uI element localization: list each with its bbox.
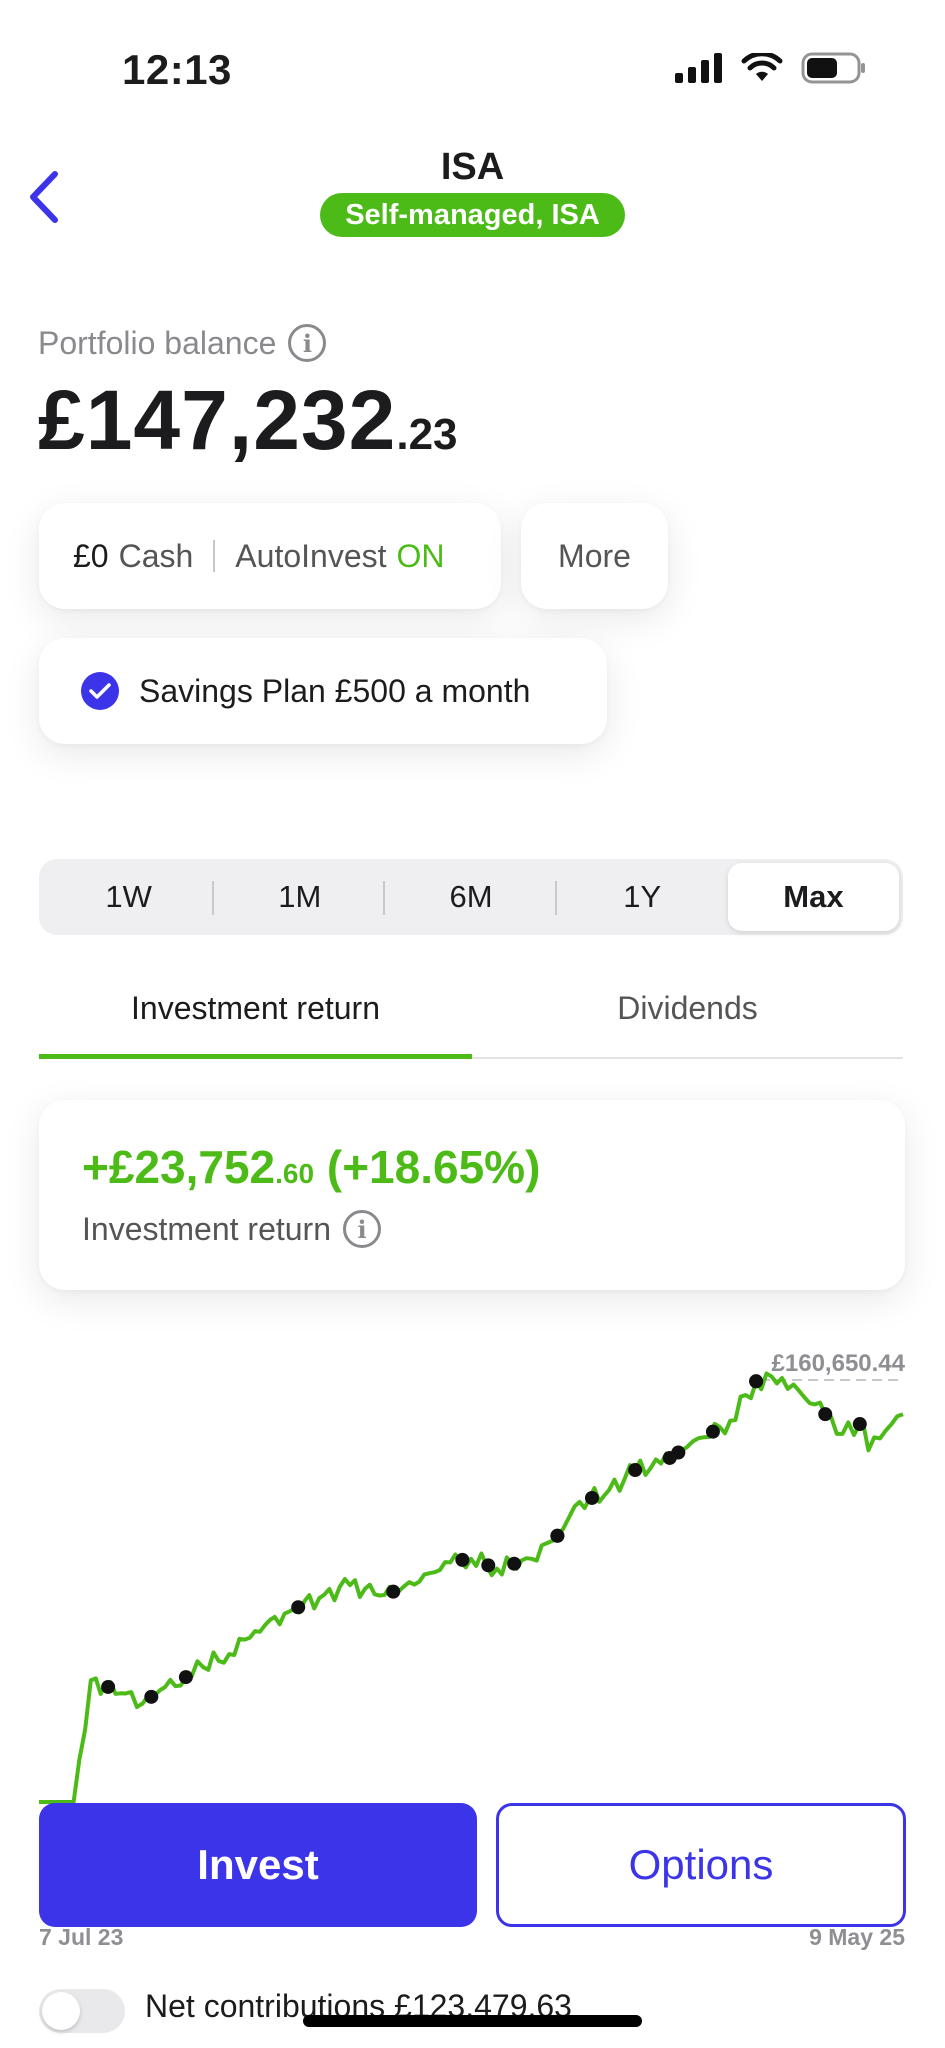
period-1m[interactable]: 1M	[214, 863, 386, 931]
chart-marker[interactable]	[144, 1689, 159, 1704]
return-value: +£23,752.60 (+18.65%)	[82, 1140, 905, 1194]
info-icon[interactable]: i	[343, 1210, 381, 1248]
tab-dividends[interactable]: Dividends	[617, 990, 758, 1026]
chart-marker[interactable]	[628, 1463, 643, 1478]
wifi-icon	[741, 53, 783, 81]
period-max[interactable]: Max	[727, 863, 900, 931]
chart-marker[interactable]	[749, 1374, 764, 1389]
chevron-left-icon	[30, 171, 58, 223]
cash-autoinvest-card[interactable]: £0 Cash AutoInvest ON	[39, 503, 501, 609]
status-icons	[675, 52, 867, 84]
portfolio-balance: £147,232.23	[38, 372, 458, 469]
toggle-knob	[42, 1992, 80, 2030]
signal-icon	[675, 53, 722, 83]
autoinvest-status: ON	[396, 537, 445, 574]
return-percent: (+18.65%)	[326, 1141, 541, 1193]
chart-x-start-label: 7 Jul 23	[39, 1924, 124, 1950]
chart-marker[interactable]	[481, 1558, 496, 1573]
chart-marker[interactable]	[291, 1600, 306, 1615]
savings-plan-card[interactable]: Savings Plan £500 a month	[39, 638, 607, 744]
chart-marker[interactable]	[178, 1670, 193, 1685]
balance-decimal: .23	[396, 410, 458, 459]
invest-button[interactable]: Invest	[39, 1803, 477, 1927]
chart-peak-label: £160,650.44	[771, 1350, 905, 1377]
tab-active-indicator	[39, 1054, 472, 1059]
period-1y[interactable]: 1Y	[623, 879, 662, 914]
period-selector: 1W 1M 6M 1Y Max	[39, 859, 903, 935]
performance-chart[interactable]	[0, 1340, 945, 1960]
balance-label: Portfolio balance	[38, 324, 277, 361]
home-indicator	[303, 2015, 642, 2027]
period-6m[interactable]: 6M	[385, 863, 557, 931]
options-button[interactable]: Options	[496, 1803, 906, 1927]
checkmark-icon	[81, 672, 119, 710]
period-1w[interactable]: 1W	[43, 863, 215, 931]
investment-return-card: +£23,752.60 (+18.65%) Investment return …	[39, 1100, 905, 1290]
back-button[interactable]	[14, 162, 74, 232]
chart-marker[interactable]	[705, 1424, 720, 1439]
divider	[213, 540, 216, 572]
tab-investment-return[interactable]: Investment return	[131, 990, 380, 1026]
return-label: Investment return	[82, 1210, 331, 1247]
return-decimal: .60	[275, 1158, 315, 1189]
autoinvest-label: AutoInvest	[235, 537, 387, 574]
chart-x-end-label: 9 May 25	[809, 1924, 905, 1950]
cash-label: Cash	[118, 537, 194, 574]
balance-main: £147,232	[38, 373, 397, 467]
more-button[interactable]: More	[521, 503, 668, 609]
chart-marker[interactable]	[550, 1528, 565, 1543]
chart-marker[interactable]	[852, 1417, 867, 1432]
cash-amount: £0	[73, 537, 109, 574]
savings-plan-label: Savings Plan £500 a month	[139, 672, 531, 709]
net-contributions-toggle[interactable]	[39, 1989, 125, 2033]
chart-marker[interactable]	[455, 1552, 470, 1567]
chart-marker[interactable]	[386, 1584, 401, 1599]
chart-marker[interactable]	[101, 1679, 116, 1694]
battery-icon	[801, 52, 865, 84]
chart-marker[interactable]	[507, 1556, 522, 1571]
return-main: +£23,752	[82, 1141, 276, 1193]
account-type-badge: Self-managed, ISA	[320, 193, 625, 237]
chart-marker[interactable]	[818, 1407, 833, 1422]
chart-line	[39, 1371, 904, 1804]
chart-marker[interactable]	[671, 1445, 686, 1460]
balance-label-row: Portfolio balance i	[38, 324, 327, 362]
chart-marker[interactable]	[584, 1490, 599, 1505]
status-time: 12:13	[122, 46, 232, 93]
return-label-row: Investment return i	[82, 1210, 905, 1248]
page-title: ISA	[440, 146, 505, 188]
info-icon[interactable]: i	[288, 324, 327, 362]
